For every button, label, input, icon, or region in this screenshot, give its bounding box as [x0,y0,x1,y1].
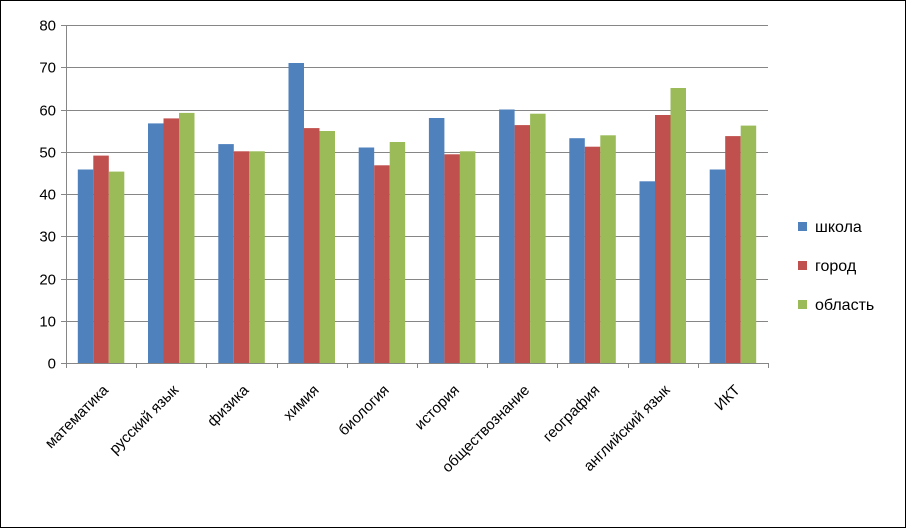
bar-область-9 [740,125,757,363]
x-category-label: биология [335,382,392,439]
legend: школа город область [798,219,874,314]
bar-область-8 [670,88,686,363]
bar-область-3 [319,131,335,363]
legend-label-0: школа [815,219,862,236]
bar-город-5 [444,154,460,363]
y-tick-label: 10 [39,314,56,331]
y-tick-label: 20 [39,272,56,289]
x-category-label: математика [42,381,113,452]
legend-label-2: область [815,297,874,314]
bar-школа-3 [288,63,304,363]
bar-город-8 [655,115,671,363]
bar-школа-6 [499,109,515,363]
x-category-label: русский язык [106,382,182,458]
bar-область-2 [249,151,265,363]
bar-область-5 [459,151,476,363]
y-tick-label: 30 [39,229,56,246]
legend-swatch-0 [798,222,807,231]
bar-школа-1 [148,123,164,364]
bar-город-7 [584,146,601,363]
bar-город-2 [233,151,250,363]
x-category-label: история [411,382,462,433]
y-tick-label: 40 [39,187,56,204]
bar-область-1 [179,112,195,364]
legend-swatch-2 [798,300,807,309]
x-category-label: география [540,382,604,446]
legend-label-1: город [815,258,857,275]
bar-город-9 [725,136,741,363]
y-tick-label: 70 [39,60,56,77]
bar-область-7 [600,135,616,363]
bar-область-0 [108,171,125,363]
bar-школа-9 [709,169,726,363]
bar-город-4 [374,165,390,363]
bar-город-1 [163,118,179,364]
bar-школа-2 [218,144,234,363]
bar-школа-0 [77,169,94,363]
bar-школа-7 [569,138,585,363]
y-tick-label: 0 [48,356,56,373]
bar-школа-4 [358,147,375,363]
bar-школа-8 [639,181,655,363]
bar-школа-5 [428,118,445,363]
bar-город-3 [304,128,320,363]
y-tick-label: 60 [39,103,56,120]
bar-город-6 [514,125,531,363]
y-axis-ticks: 0 10 20 30 40 50 60 70 80 [39,18,66,373]
bars [77,63,757,364]
x-category-label: химия [280,382,322,424]
axes [66,25,769,368]
legend-swatch-1 [798,261,807,270]
y-tick-label: 50 [39,145,56,162]
bar-город-0 [93,155,109,363]
x-category-label: физика [204,381,253,430]
x-category-label: ИКТ [711,382,743,414]
bar-область-4 [389,142,406,363]
bar-область-6 [530,113,546,363]
y-tick-label: 80 [39,18,56,35]
